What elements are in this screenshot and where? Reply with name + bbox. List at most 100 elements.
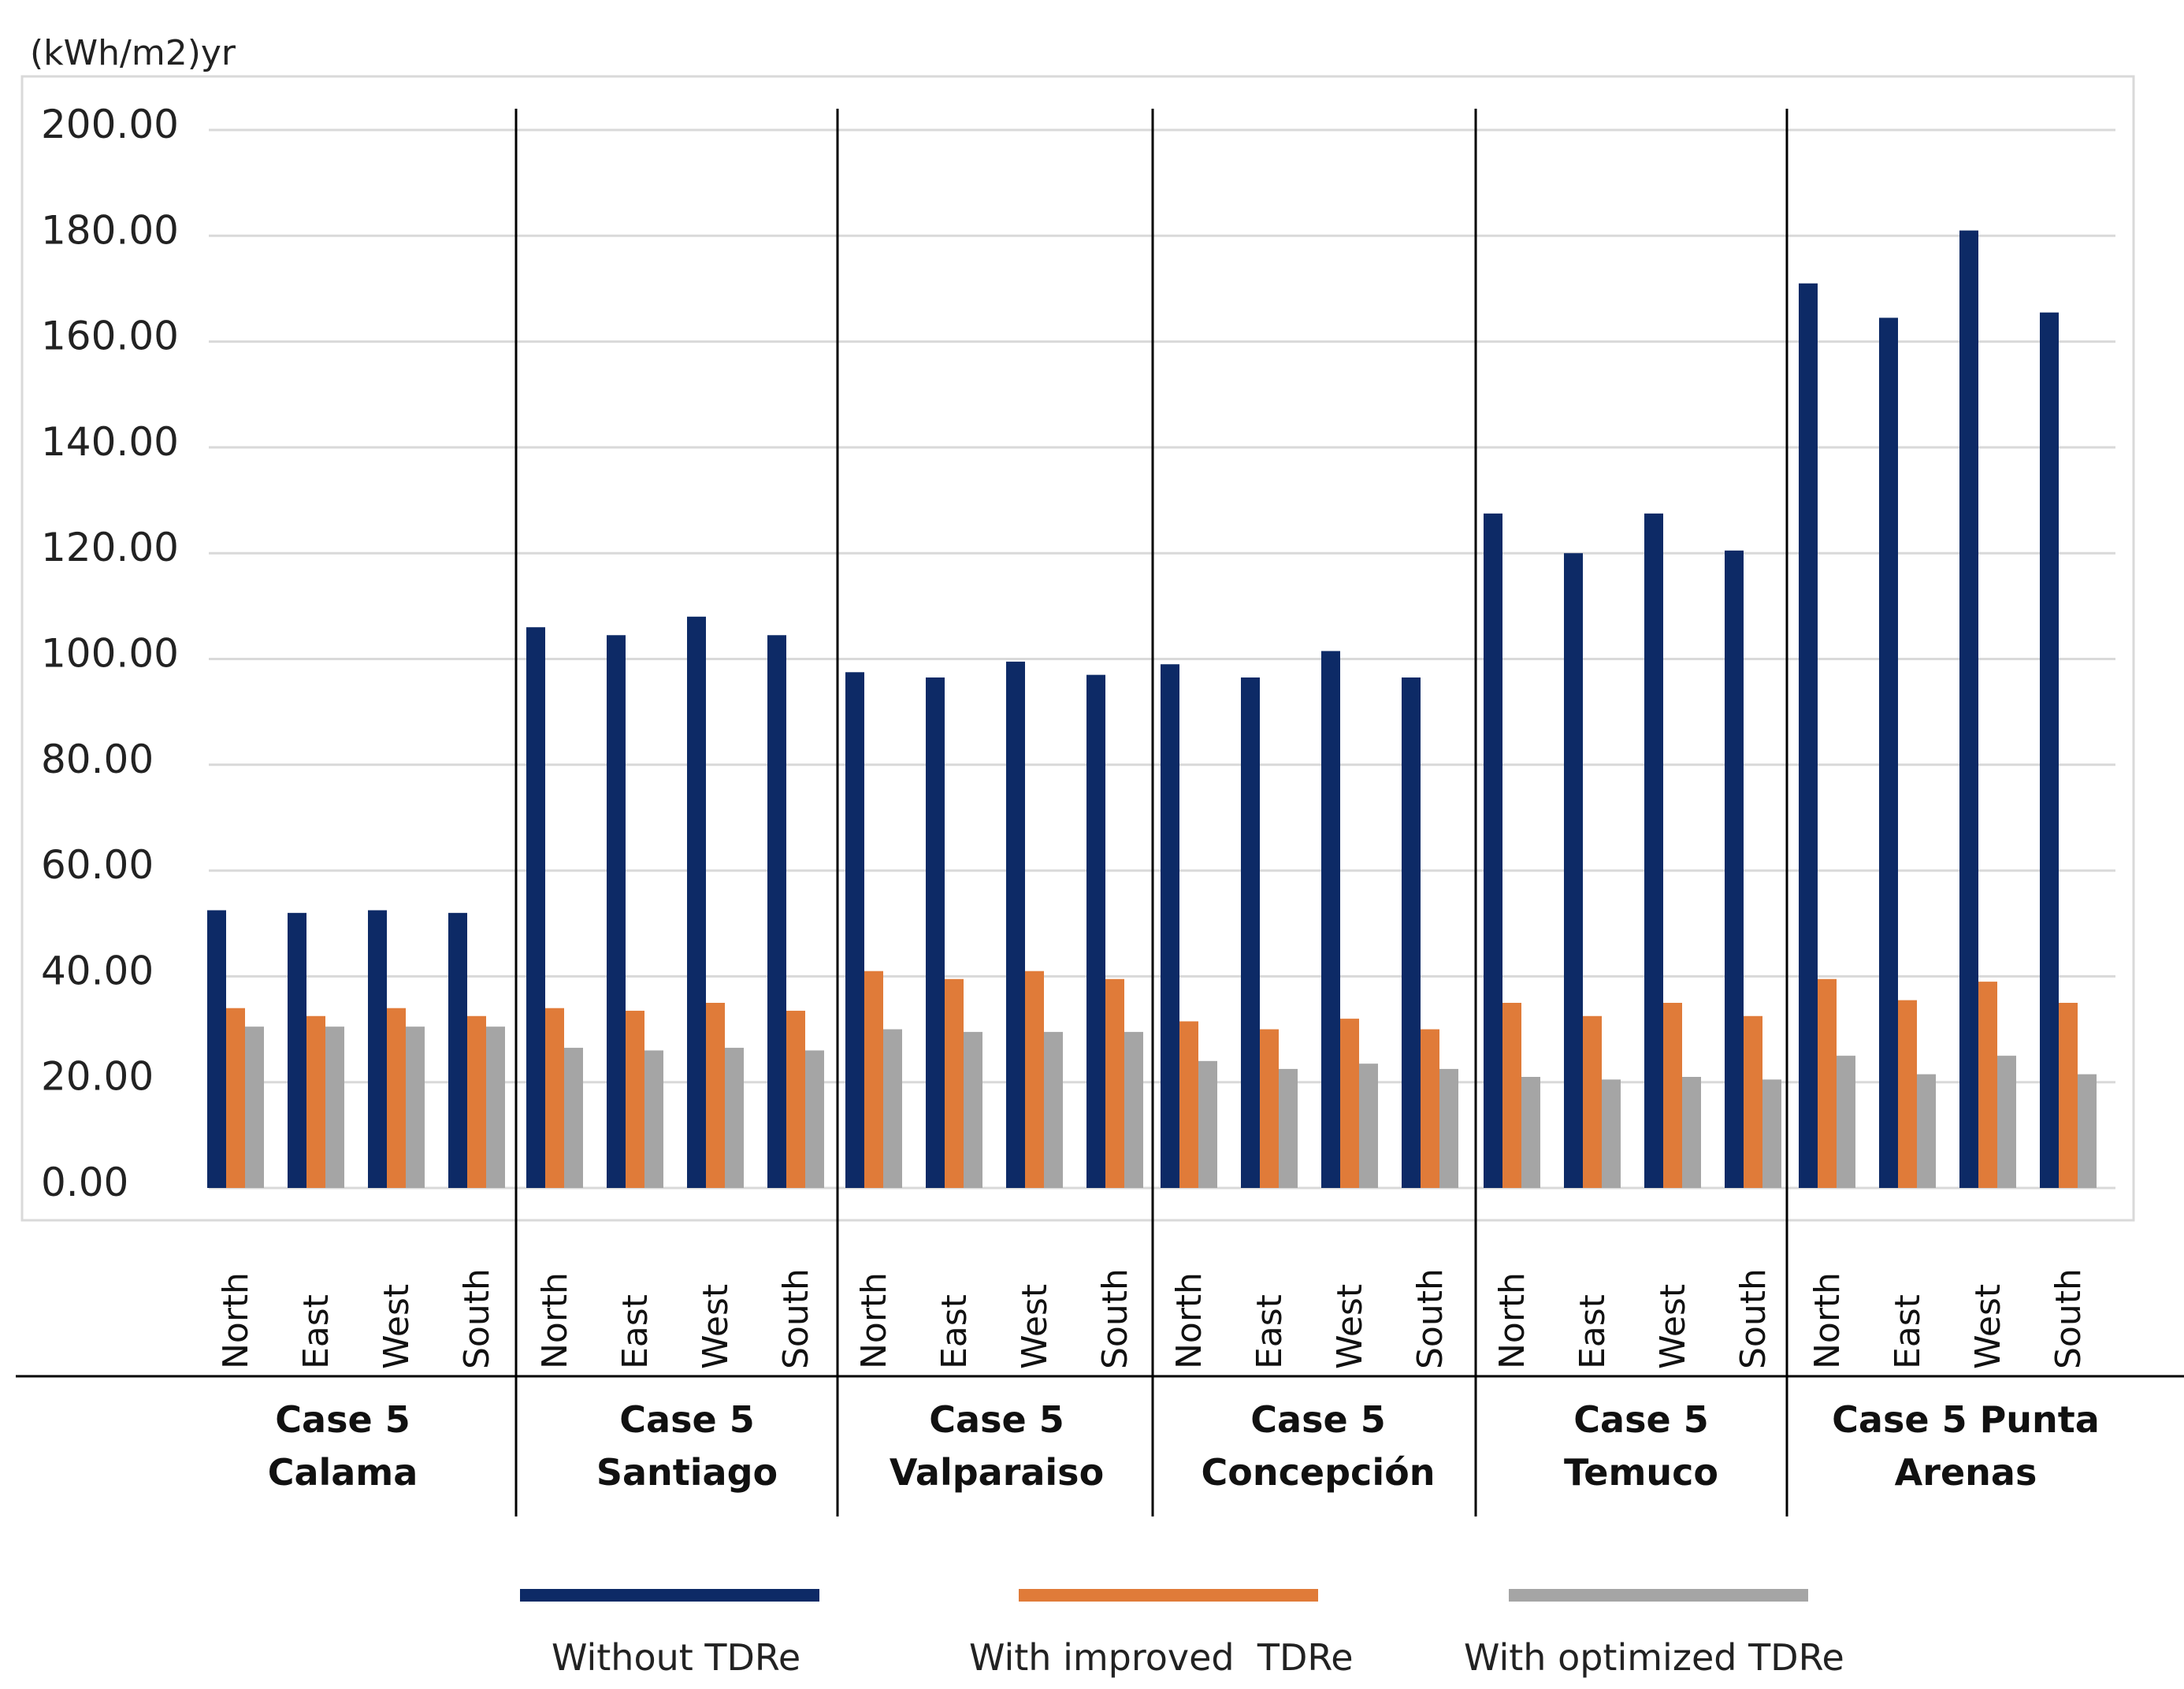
group-label-line2: Santiago: [596, 1451, 778, 1494]
y-tick-label: 20.00: [41, 1054, 154, 1100]
bar: [1564, 553, 1583, 1188]
bar: [1179, 1021, 1198, 1188]
bar: [1105, 978, 1124, 1188]
bar: [964, 1031, 982, 1188]
plot-area-border: [20, 75, 2135, 1222]
bar: [1663, 1002, 1682, 1188]
bar: [1321, 651, 1340, 1188]
y-tick-label: 200.00: [41, 102, 179, 147]
bar: [767, 635, 786, 1188]
y-tick-label: 140.00: [41, 419, 179, 465]
bar: [1799, 283, 1818, 1188]
orientation-label: West: [1015, 1284, 1055, 1369]
orientation-label: East: [1250, 1294, 1290, 1369]
bar: [1682, 1076, 1701, 1188]
bar: [805, 1050, 824, 1188]
bar: [1260, 1029, 1279, 1188]
orientation-label: North: [535, 1272, 575, 1369]
bar: [687, 616, 706, 1188]
orientation-label: South: [776, 1268, 816, 1369]
y-tick-label: 160.00: [41, 314, 179, 359]
bar: [1521, 1076, 1540, 1188]
orientation-label: South: [1410, 1268, 1450, 1369]
bar: [1124, 1031, 1143, 1188]
bar: [1959, 230, 1978, 1189]
group-labels: Case 5 Calama Case 5 Santiago Case 5 Valparai…: [268, 1398, 2100, 1494]
bar: [545, 1008, 564, 1188]
group-label-line1: Case 5: [929, 1398, 1064, 1441]
bar: [1161, 664, 1179, 1188]
bar: [926, 677, 945, 1188]
group-label-line2: Arenas: [1895, 1451, 2037, 1494]
orientation-label: East: [296, 1294, 336, 1369]
orientation-label: West: [1653, 1284, 1693, 1369]
bar: [1837, 1056, 1855, 1188]
legend: Without TDRe With improved TDRe With optim…: [520, 1589, 1844, 1679]
orientation-label: West: [1330, 1284, 1370, 1369]
bar: [1879, 317, 1898, 1188]
orientation-label: East: [1573, 1294, 1613, 1369]
orientation-label: East: [615, 1294, 656, 1369]
bar: [1602, 1079, 1621, 1188]
legend-label: With improved TDRe: [969, 1636, 1354, 1679]
orientation-label: North: [1492, 1272, 1532, 1369]
orientation-label: West: [1968, 1284, 2008, 1369]
bar: [448, 912, 467, 1188]
bar: [325, 1026, 344, 1188]
y-tick-label: 80.00: [41, 737, 154, 782]
bar: [2078, 1074, 2097, 1188]
orientation-label: South: [2048, 1268, 2089, 1369]
bar: [564, 1048, 583, 1188]
bar: [1484, 513, 1502, 1188]
bar: [1818, 978, 1837, 1188]
orientation-label: North: [1807, 1272, 1848, 1369]
group-label-line1: Case 5: [1573, 1398, 1708, 1441]
bar: [486, 1026, 505, 1188]
group-label-line2: Calama: [268, 1451, 418, 1494]
bar: [1421, 1029, 1439, 1188]
bar: [226, 1008, 245, 1188]
group-label-line1: Case 5 Punta: [1832, 1398, 2100, 1441]
bar: [1402, 677, 1421, 1188]
group-label-line2: Concepción: [1202, 1451, 1436, 1494]
bar: [626, 1011, 644, 1188]
legend-label: Without TDRe: [552, 1636, 800, 1679]
bar: [725, 1048, 744, 1188]
bar: [467, 1015, 486, 1188]
bar: [2040, 312, 2059, 1189]
orientation-labels: North East West South North East West South Nort…: [216, 1268, 2089, 1369]
bar: [1439, 1068, 1458, 1188]
bars: [207, 230, 2097, 1189]
bar: [306, 1015, 325, 1188]
bar: [368, 910, 387, 1188]
bar: [245, 1026, 264, 1188]
bar: [1198, 1060, 1217, 1188]
y-tick-label: 0.00: [41, 1160, 128, 1205]
bar: [706, 1002, 725, 1188]
y-tick-label: 180.00: [41, 207, 179, 253]
bar: [288, 912, 306, 1188]
orientation-label: West: [377, 1284, 417, 1369]
bar: [883, 1029, 902, 1188]
bar: [1044, 1031, 1063, 1188]
group-separators: [16, 109, 2184, 1516]
bar: [1359, 1064, 1378, 1188]
y-tick-label: 60.00: [41, 842, 154, 888]
bar: [406, 1026, 425, 1188]
group-label-line2: Valparaiso: [890, 1451, 1104, 1494]
group-label-line1: Case 5: [275, 1398, 410, 1441]
y-tick-label: 120.00: [41, 525, 179, 570]
orientation-label: South: [1733, 1268, 1774, 1369]
orientation-label: South: [1095, 1268, 1135, 1369]
y-tick-label: 40.00: [41, 948, 154, 993]
group-label-line2: Temuco: [1564, 1451, 1718, 1494]
orientation-label: West: [696, 1284, 736, 1369]
bar: [1898, 1000, 1917, 1188]
bar: [1086, 674, 1105, 1188]
bar: [2059, 1002, 2078, 1188]
bar: [1006, 661, 1025, 1188]
bar: [864, 971, 883, 1188]
bar: [945, 978, 964, 1188]
y-tick-label: 100.00: [41, 631, 179, 677]
